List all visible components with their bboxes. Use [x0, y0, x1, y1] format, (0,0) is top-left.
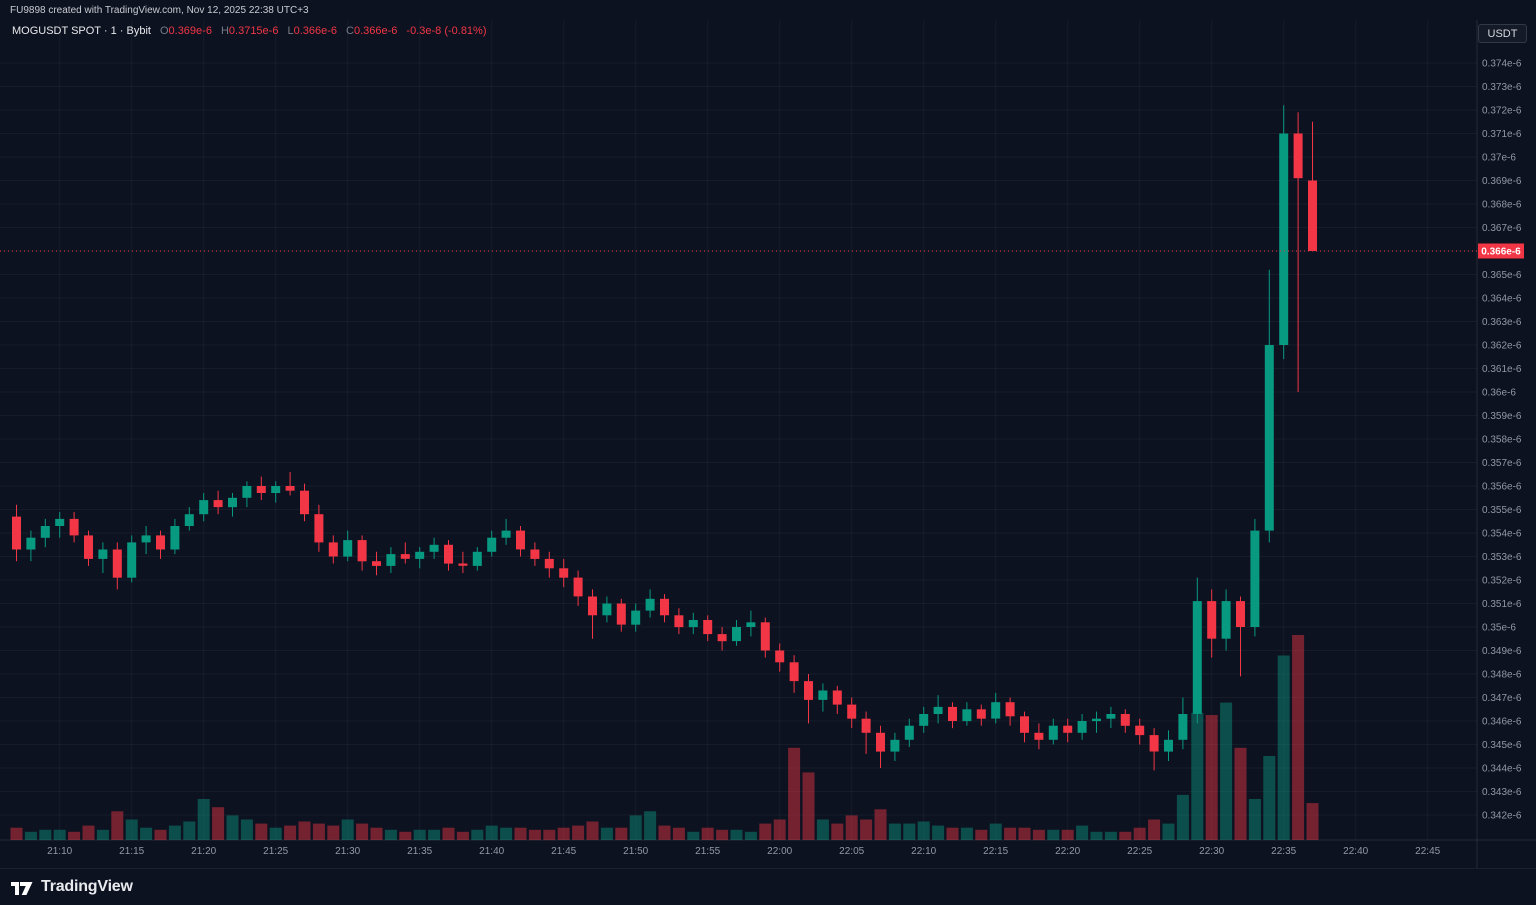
svg-text:0.373e-6: 0.373e-6 — [1482, 82, 1522, 93]
svg-text:0.367e-6: 0.367e-6 — [1482, 223, 1522, 234]
svg-text:0.37e-6: 0.37e-6 — [1482, 153, 1516, 164]
svg-text:22:45: 22:45 — [1415, 846, 1440, 857]
svg-text:0.363e-6: 0.363e-6 — [1482, 317, 1522, 328]
footer-bar: TradingView — [0, 868, 1536, 905]
svg-text:21:45: 21:45 — [551, 846, 576, 857]
ohlc-open: O0.369e-6 — [160, 25, 212, 37]
ohlc-low-label: L — [287, 25, 294, 37]
svg-text:0.356e-6: 0.356e-6 — [1482, 482, 1522, 493]
svg-text:0.368e-6: 0.368e-6 — [1482, 200, 1522, 211]
ohlc-close: C0.366e-6 — [346, 25, 397, 37]
ohlc-high-label: H — [220, 25, 229, 37]
svg-text:21:55: 21:55 — [695, 846, 720, 857]
symbol-info-bar: MOGUSDT SPOT · 1 · Bybit O0.369e-6 H0.37… — [12, 25, 487, 37]
volume-series — [10, 635, 1319, 841]
svg-text:0.353e-6: 0.353e-6 — [1482, 552, 1522, 563]
ohlc-low-value: 0.366e-6 — [293, 25, 338, 37]
svg-text:21:50: 21:50 — [623, 846, 648, 857]
svg-text:0.372e-6: 0.372e-6 — [1482, 106, 1522, 117]
svg-text:0.345e-6: 0.345e-6 — [1482, 740, 1522, 751]
svg-text:0.361e-6: 0.361e-6 — [1482, 364, 1522, 375]
last-price-label: 0.366e-6 — [1478, 243, 1524, 259]
svg-text:21:40: 21:40 — [479, 846, 504, 857]
svg-text:0.349e-6: 0.349e-6 — [1482, 646, 1522, 657]
attribution-text: FU9898 created with TradingView.com, Nov… — [10, 4, 309, 16]
svg-text:0.374e-6: 0.374e-6 — [1482, 59, 1522, 70]
ohlc-close-label: C — [346, 25, 354, 37]
price-change: -0.3e-8 (-0.81%) — [406, 25, 487, 37]
svg-text:0.344e-6: 0.344e-6 — [1482, 764, 1522, 775]
svg-text:22:00: 22:00 — [767, 846, 792, 857]
svg-text:0.352e-6: 0.352e-6 — [1482, 576, 1522, 587]
ohlc-open-label: O — [159, 25, 169, 37]
svg-text:0.365e-6: 0.365e-6 — [1482, 270, 1522, 281]
svg-text:22:25: 22:25 — [1127, 846, 1152, 857]
svg-text:0.366e-6: 0.366e-6 — [1481, 247, 1521, 258]
attribution-bar: FU9898 created with TradingView.com, Nov… — [0, 0, 1536, 20]
svg-text:22:30: 22:30 — [1199, 846, 1224, 857]
svg-text:0.351e-6: 0.351e-6 — [1482, 599, 1522, 610]
svg-text:22:10: 22:10 — [911, 846, 936, 857]
ohlc-high: H0.3715e-6 — [221, 25, 279, 37]
symbol-title[interactable]: MOGUSDT SPOT · 1 · Bybit — [12, 25, 151, 37]
svg-text:0.357e-6: 0.357e-6 — [1482, 458, 1522, 469]
svg-text:0.364e-6: 0.364e-6 — [1482, 294, 1522, 305]
svg-text:0.343e-6: 0.343e-6 — [1482, 787, 1522, 798]
candlestick-series — [12, 105, 1317, 771]
svg-text:22:15: 22:15 — [983, 846, 1008, 857]
tradingview-logo-icon[interactable] — [10, 879, 33, 896]
svg-text:0.347e-6: 0.347e-6 — [1482, 693, 1522, 704]
axis-borders — [0, 20, 1536, 868]
svg-text:21:25: 21:25 — [263, 846, 288, 857]
chart-area[interactable]: 0.374e-6 0.373e-6 0.372e-6 0.371e-6 0.37e-6 0… — [0, 20, 1536, 868]
ohlc-high-value: 0.3715e-6 — [228, 25, 279, 37]
svg-text:0.36e-6: 0.36e-6 — [1482, 388, 1516, 399]
svg-text:0.342e-6: 0.342e-6 — [1482, 811, 1522, 822]
svg-text:21:35: 21:35 — [407, 846, 432, 857]
svg-text:22:20: 22:20 — [1055, 846, 1080, 857]
svg-text:0.358e-6: 0.358e-6 — [1482, 435, 1522, 446]
svg-text:0.354e-6: 0.354e-6 — [1482, 529, 1522, 540]
svg-text:0.362e-6: 0.362e-6 — [1482, 341, 1522, 352]
currency-button[interactable]: USDT — [1478, 24, 1527, 43]
price-axis[interactable]: 0.374e-6 0.373e-6 0.372e-6 0.371e-6 0.37e-6 0… — [1482, 59, 1522, 822]
ohlc-open-value: 0.369e-6 — [168, 25, 212, 37]
ohlc-close-value: 0.366e-6 — [353, 25, 398, 37]
time-axis[interactable]: 21:10 21:15 21:20 21:25 21:30 21:35 21:40 21:45… — [47, 846, 1440, 857]
svg-text:0.359e-6: 0.359e-6 — [1482, 411, 1522, 422]
svg-text:0.35e-6: 0.35e-6 — [1482, 623, 1516, 634]
price-chart[interactable]: 0.374e-6 0.373e-6 0.372e-6 0.371e-6 0.37e-6 0… — [0, 20, 1536, 868]
grid — [0, 20, 1477, 840]
ohlc-low: L0.366e-6 — [287, 25, 337, 37]
svg-text:21:15: 21:15 — [119, 846, 144, 857]
svg-text:21:20: 21:20 — [191, 846, 216, 857]
svg-text:21:10: 21:10 — [47, 846, 72, 857]
svg-text:0.346e-6: 0.346e-6 — [1482, 717, 1522, 728]
svg-text:22:35: 22:35 — [1271, 846, 1296, 857]
svg-text:22:40: 22:40 — [1343, 846, 1368, 857]
tradingview-brand[interactable]: TradingView — [41, 878, 133, 895]
svg-text:21:30: 21:30 — [335, 846, 360, 857]
svg-text:22:05: 22:05 — [839, 846, 864, 857]
svg-text:0.369e-6: 0.369e-6 — [1482, 176, 1522, 187]
svg-text:0.371e-6: 0.371e-6 — [1482, 129, 1522, 140]
svg-text:0.355e-6: 0.355e-6 — [1482, 505, 1522, 516]
svg-text:0.348e-6: 0.348e-6 — [1482, 670, 1522, 681]
